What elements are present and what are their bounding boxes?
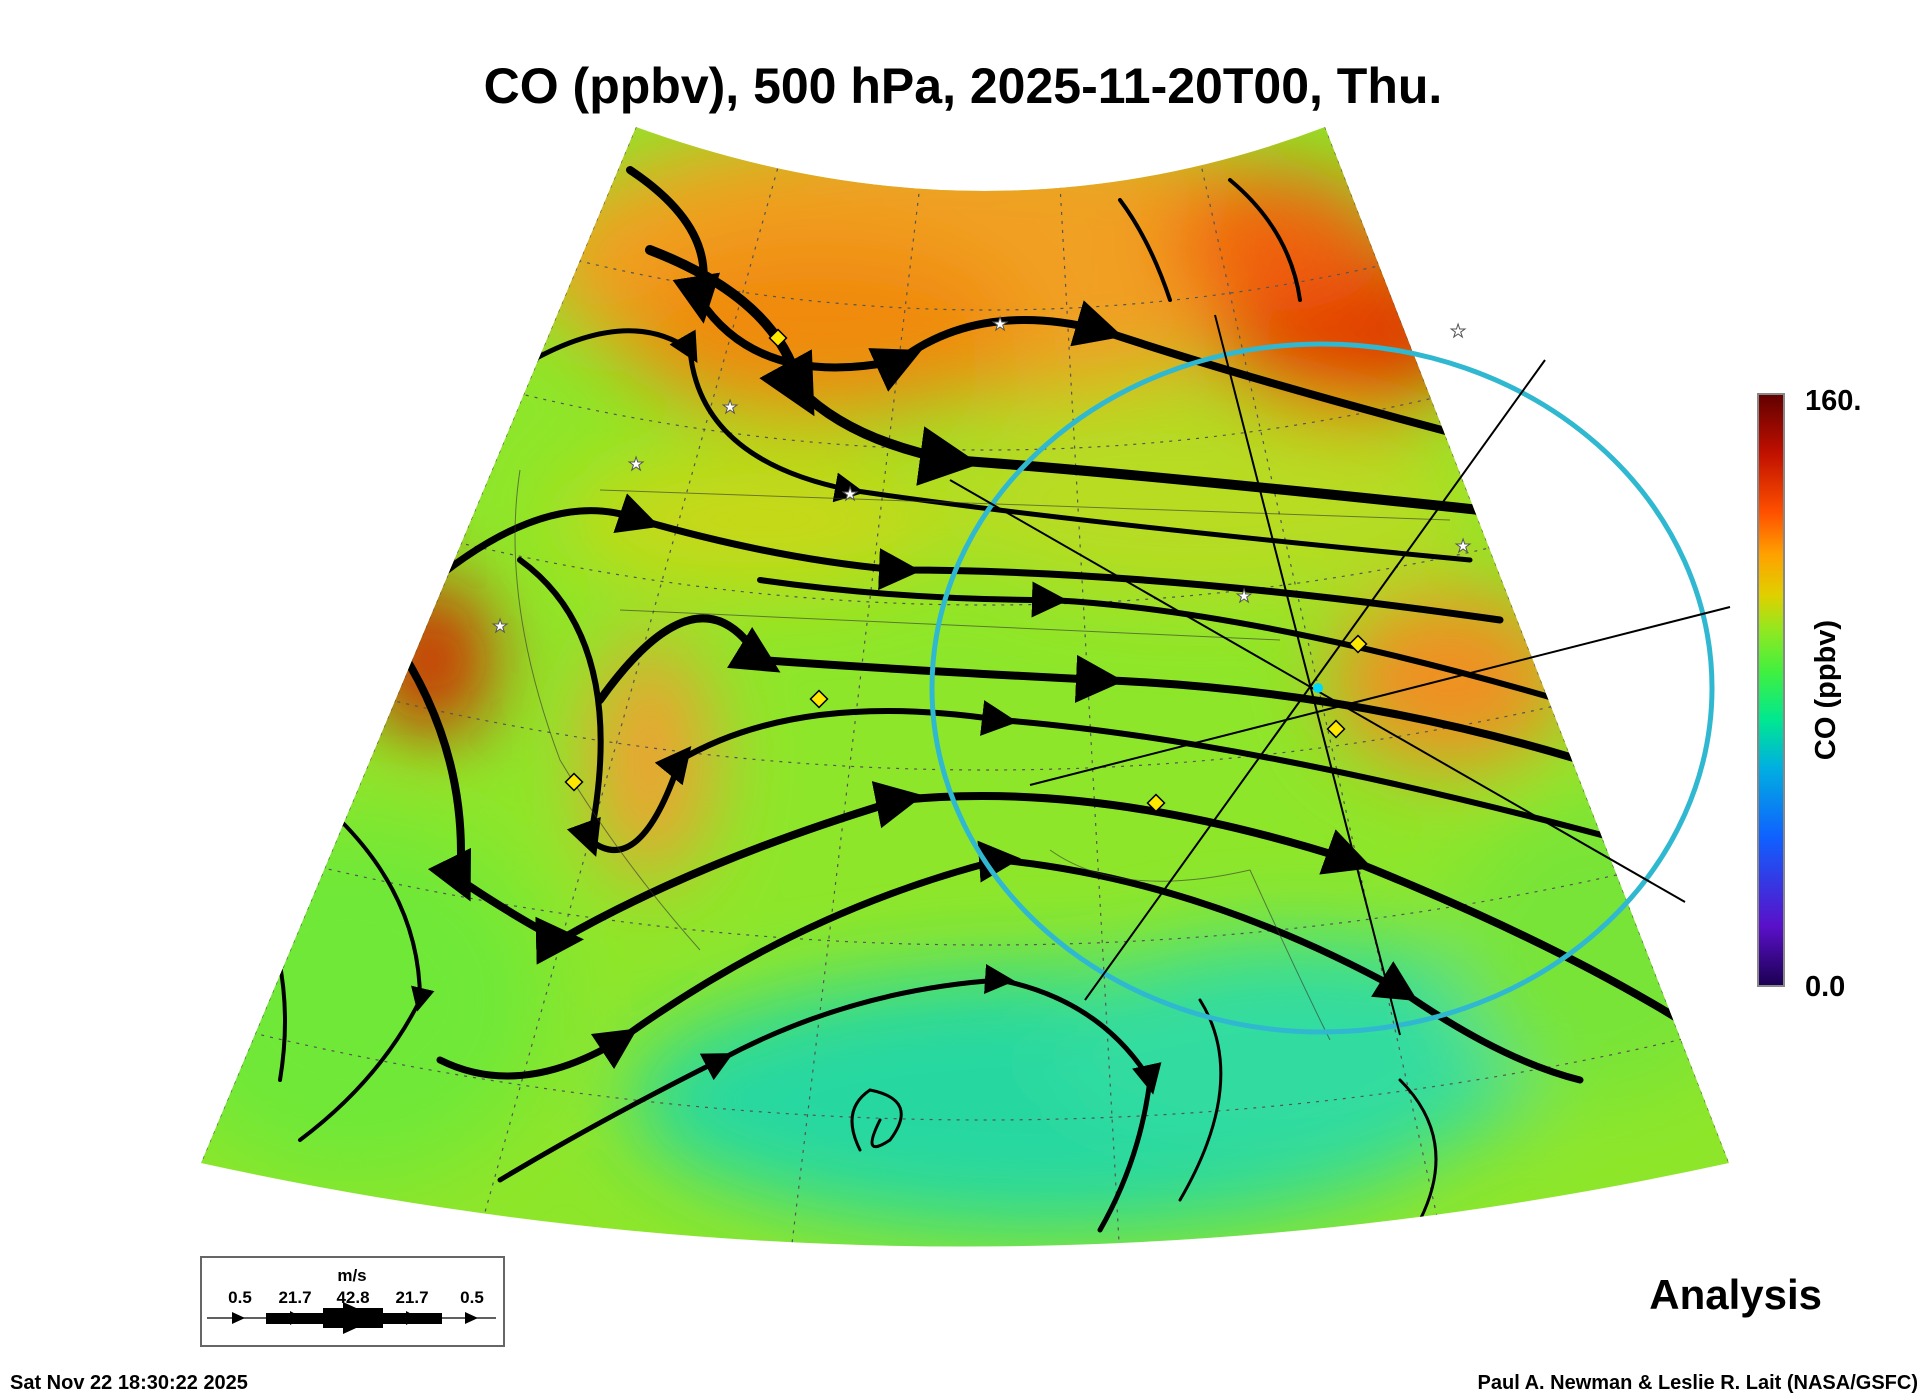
wind-legend-units: m/s [337, 1266, 366, 1285]
svg-text:★: ★ [722, 397, 738, 417]
center-point [1313, 683, 1323, 693]
wind-legend-label: 0.5 [460, 1288, 484, 1307]
wind-speed-legend: m/s 0.5 21.7 42.8 21.7 0.5 [200, 1256, 505, 1347]
wind-streamlines [238, 166, 1684, 1233]
footer-credit: Paul A. Newman & Leslie R. Lait (NASA/GS… [1478, 1372, 1918, 1394]
site-diamonds [564, 328, 1368, 813]
footer-timestamp: Sat Nov 22 18:30:22 2025 [10, 1372, 248, 1394]
svg-text:★: ★ [842, 484, 858, 504]
colorbar-title: CO (ppbv) [1810, 620, 1842, 760]
svg-text:★: ★ [492, 616, 508, 636]
colorbar: 160. 0.0 CO (ppbv) [1757, 385, 1861, 1003]
chart-title: CO (ppbv), 500 hPa, 2025-11-20T00, Thu. [484, 58, 1443, 114]
wind-legend-label: 21.7 [278, 1288, 311, 1307]
svg-text:★: ★ [1236, 586, 1252, 606]
svg-text:★: ★ [628, 454, 644, 474]
wind-legend-label: 0.5 [228, 1288, 252, 1307]
wind-legend-label: 21.7 [395, 1288, 428, 1307]
svg-text:★: ★ [992, 314, 1008, 334]
analysis-label: Analysis [1649, 1271, 1822, 1318]
svg-text:★: ★ [1450, 321, 1466, 341]
wind-legend-label: 42.8 [336, 1288, 369, 1307]
svg-text:★: ★ [1455, 536, 1471, 556]
map-outlines [514, 469, 1451, 1041]
colorbar-min-label: 0.0 [1805, 971, 1845, 1003]
co-field-map [201, 127, 1729, 1247]
site-stars: ★ ★ ★ ★ ★ ★ ★ ★ [492, 314, 1472, 637]
colorbar-max-label: 160. [1805, 385, 1861, 417]
range-circle-overlay [929, 314, 1731, 1036]
